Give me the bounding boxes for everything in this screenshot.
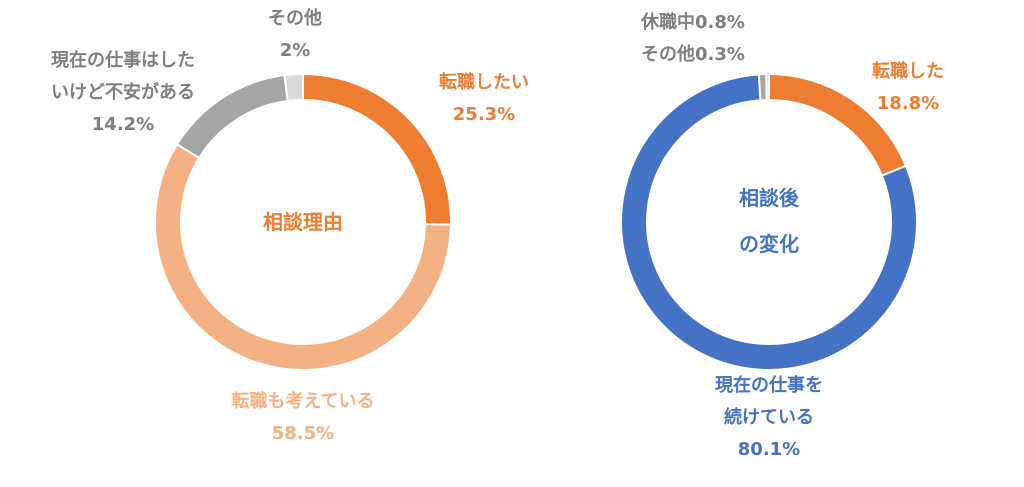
donut-slice-0-slice-2 [154,142,452,371]
donut-slice-1-slice-4 [765,72,770,102]
slice-label-0-slice-2: 転職も考えている [231,390,374,412]
slice-value-0-slice-4: 2% [280,40,311,61]
slice-label-line-1-slice-2-2: 続けている [724,406,814,428]
slice-label-value: 0.3% [695,44,745,65]
slice-label-line-0-slice-3-2: いけど不安がある [51,81,195,103]
slice-label-line-0-slice-3-1: 現在の仕事はした [51,49,195,71]
slice-value-1-slice-1: 18.8% [877,93,939,114]
donut-slice-1-slice-2 [620,73,918,371]
donut-slice-0-slice-4 [283,72,304,103]
donut-slice-1-slice-1 [768,72,908,177]
slice-value-1-slice-2: 80.1% [738,439,800,460]
slice-label-1-slice-1: 転職した [872,60,944,82]
donut-chart-consultation-reasons: 相談理由 転職したい 25.3% 転職も考えている 58.5% 現在の仕事はしたいけど不安… [51,7,529,444]
donut-slice-0-slice-1 [302,72,452,226]
slice-value-0-slice-2: 58.5% [272,423,334,444]
slice-label-0-slice-4: その他 [268,7,322,29]
slice-label-name: 休職中 [640,11,695,33]
center-label-0-1: 相談理由 [263,210,343,234]
slice-value-0-slice-1: 25.3% [453,104,515,125]
center-label-1-2: の変化 [739,232,799,256]
slice-label-name: その他 [641,43,695,65]
donut-chart-after-consultation: 相談後の変化転職した18.8%現在の仕事を続けている80.1%休職中0.8%その… [620,11,944,460]
center-label-1-1: 相談後 [739,186,800,210]
slice-label-1-slice-3: 休職中0.8% [640,11,745,33]
slice-label-line-1-slice-2-1: 現在の仕事を [715,374,823,396]
slice-label-0-slice-1: 転職したい [439,71,529,93]
slice-value-0-slice-3: 14.2% [92,114,154,135]
slice-label-1-slice-4: その他0.3% [641,43,745,65]
slice-label-value: 0.8% [695,12,745,33]
